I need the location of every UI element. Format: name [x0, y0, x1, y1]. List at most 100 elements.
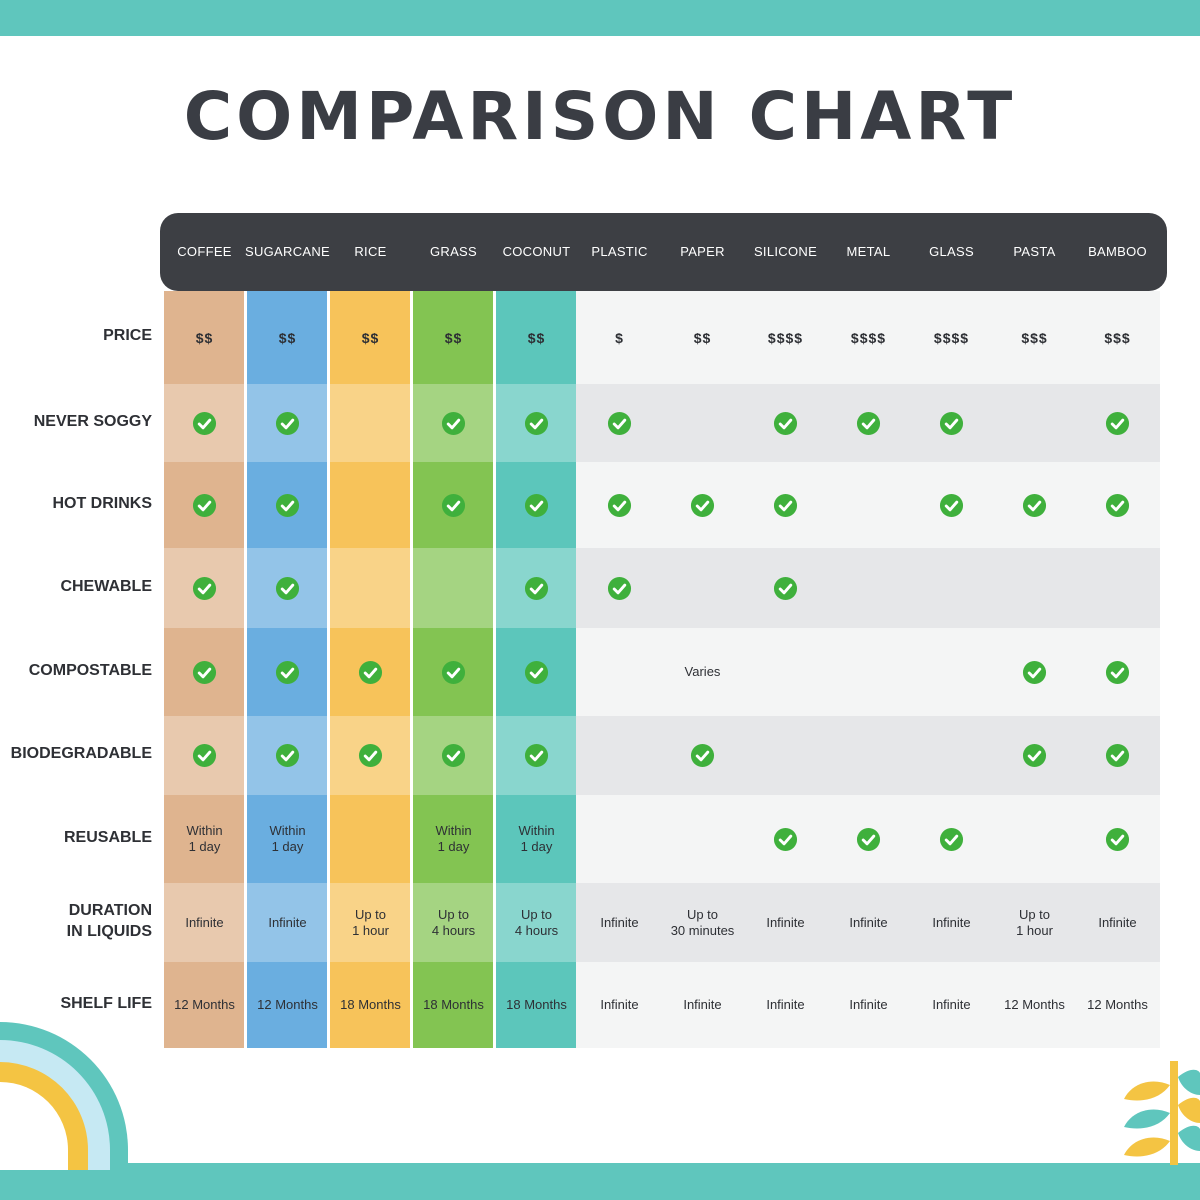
check-icon	[773, 493, 798, 518]
cell-never-soggy-silicone	[746, 384, 825, 462]
cell-chewable-rice-empty	[331, 548, 410, 628]
check-icon	[773, 576, 798, 601]
cell-duration-in-liquids-plastic: Infinite	[580, 883, 659, 962]
check-icon	[1105, 493, 1130, 518]
cell-chewable-pasta-empty	[995, 548, 1074, 628]
check-icon	[275, 576, 300, 601]
cell-price-silicone: $$$$	[746, 291, 825, 384]
row-label-reusable: REUSABLE	[63, 829, 152, 846]
row-band-shelf-life	[576, 962, 1160, 1048]
cell-reusable-pasta-empty	[995, 795, 1074, 883]
cell-value: Infinite	[600, 914, 639, 930]
cell-biodegradable-grass	[414, 716, 493, 795]
cell-value: Infinite	[766, 997, 805, 1012]
column-header-pasta: PASTA	[1013, 244, 1056, 259]
cell-price-coffee: $$	[165, 291, 244, 384]
cell-biodegradable-plastic-empty	[580, 716, 659, 795]
cell-chewable-bamboo-empty	[1078, 548, 1157, 628]
cell-value: Up to 4 hours	[431, 906, 476, 938]
cell-chewable-silicone	[746, 548, 825, 628]
cell-compostable-coffee	[165, 628, 244, 716]
cell-value: $$	[444, 329, 463, 346]
leaf-decoration	[1124, 1061, 1200, 1165]
cell-value: 12 Months	[1004, 997, 1065, 1012]
cell-biodegradable-coffee	[165, 716, 244, 795]
cell-value: Up to 4 hours	[514, 906, 559, 938]
top-frame-band	[0, 0, 1200, 36]
check-icon	[524, 660, 549, 685]
cell-hot-drinks-plastic	[580, 462, 659, 548]
cell-compostable-silicone-empty	[746, 628, 825, 716]
cell-value: 18 Months	[423, 997, 484, 1012]
cell-price-glass: $$$$	[912, 291, 991, 384]
cell-price-plastic: $	[580, 291, 659, 384]
cell-reusable-metal	[829, 795, 908, 883]
row-label-hot-drinks: HOT DRINKS	[52, 495, 152, 512]
check-icon	[1022, 743, 1047, 768]
row-label-never-soggy: NEVER SOGGY	[33, 413, 152, 430]
column-header-paper: PAPER	[680, 244, 725, 259]
check-icon	[690, 493, 715, 518]
cell-biodegradable-sugarcane	[248, 716, 327, 795]
cell-shelf-life-coconut: 18 Months	[497, 962, 576, 1048]
cell-never-soggy-metal	[829, 384, 908, 462]
row-band-hot-drinks	[576, 462, 1160, 548]
cell-duration-in-liquids-metal: Infinite	[829, 883, 908, 962]
cell-shelf-life-glass: Infinite	[912, 962, 991, 1048]
cell-compostable-coconut	[497, 628, 576, 716]
cell-hot-drinks-pasta	[995, 462, 1074, 548]
cell-value: Within 1 day	[518, 823, 555, 854]
row-label-biodegradable: BIODEGRADABLE	[10, 745, 152, 762]
cell-hot-drinks-sugarcane	[248, 462, 327, 548]
check-icon	[192, 493, 217, 518]
cell-value: Infinite	[600, 997, 639, 1012]
cell-hot-drinks-silicone	[746, 462, 825, 548]
cell-duration-in-liquids-coffee: Infinite	[165, 883, 244, 962]
cell-hot-drinks-coffee	[165, 462, 244, 548]
cell-value: 12 Months	[174, 997, 235, 1012]
check-icon	[441, 493, 466, 518]
check-icon	[939, 493, 964, 518]
cell-value: Within 1 day	[435, 823, 472, 854]
bottom-frame-band	[0, 1163, 1200, 1200]
cell-shelf-life-metal: Infinite	[829, 962, 908, 1048]
cell-price-grass: $$	[414, 291, 493, 384]
cell-compostable-plastic-empty	[580, 628, 659, 716]
cell-never-soggy-paper-empty	[663, 384, 742, 462]
row-overlay-chewable	[164, 548, 576, 628]
check-icon	[1105, 743, 1130, 768]
row-label-shelf-life: SHELF LIFE	[60, 995, 152, 1012]
cell-shelf-life-bamboo: 12 Months	[1078, 962, 1157, 1048]
cell-shelf-life-sugarcane: 12 Months	[248, 962, 327, 1048]
cell-compostable-metal-empty	[829, 628, 908, 716]
cell-value: 12 Months	[257, 997, 318, 1012]
cell-value: $$	[278, 329, 297, 346]
cell-shelf-life-pasta: 12 Months	[995, 962, 1074, 1048]
column-header-coffee: COFFEE	[177, 244, 232, 259]
check-icon	[939, 411, 964, 436]
cell-price-rice: $$	[331, 291, 410, 384]
cell-value: $$	[693, 329, 712, 346]
check-icon	[441, 743, 466, 768]
cell-never-soggy-grass	[414, 384, 493, 462]
chart-title: COMPARISON CHART	[183, 78, 1017, 155]
cell-duration-in-liquids-grass: Up to 4 hours	[414, 883, 493, 962]
cell-never-soggy-sugarcane	[248, 384, 327, 462]
cell-compostable-glass-empty	[912, 628, 991, 716]
cell-value: Up to 1 hour	[352, 906, 389, 938]
check-icon	[524, 743, 549, 768]
cell-reusable-rice-empty	[331, 795, 410, 883]
cell-reusable-paper-empty	[663, 795, 742, 883]
cell-never-soggy-coffee	[165, 384, 244, 462]
cell-compostable-grass	[414, 628, 493, 716]
cell-hot-drinks-rice-empty	[331, 462, 410, 548]
cell-value: Infinite	[932, 997, 971, 1012]
cell-compostable-paper: Varies	[663, 628, 742, 716]
cell-value: $$$	[1104, 329, 1131, 346]
cell-compostable-rice	[331, 628, 410, 716]
cell-shelf-life-plastic: Infinite	[580, 962, 659, 1048]
cell-value: Infinite	[766, 914, 805, 930]
cell-value: $$	[527, 329, 546, 346]
cell-value: Infinite	[932, 914, 971, 930]
check-icon	[773, 411, 798, 436]
